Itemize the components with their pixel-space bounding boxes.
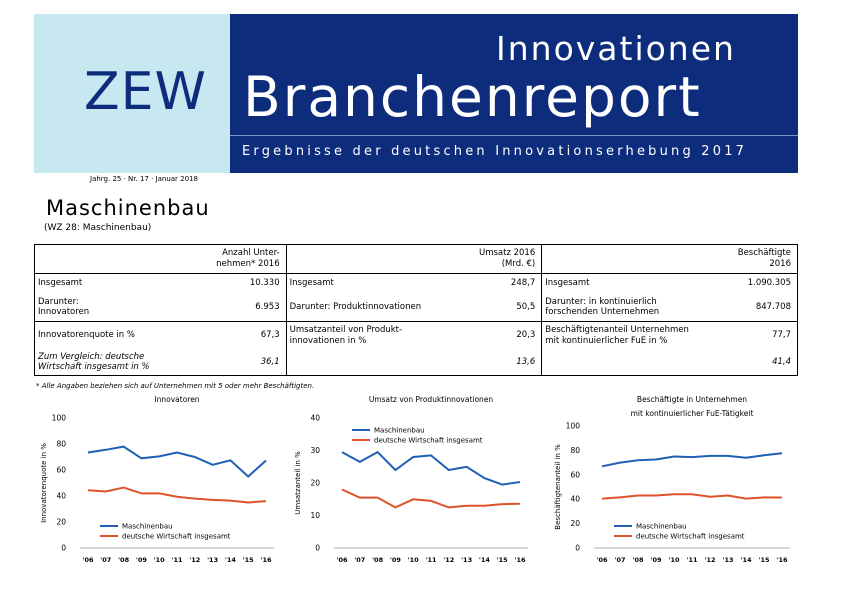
x-tick-label: '07: [354, 556, 365, 564]
x-tick-label: '12: [189, 556, 200, 564]
legend-label: deutsche Wirtschaft insgesamt: [122, 533, 231, 541]
issue-info: Jahrg. 25 · Nr. 17 · Januar 2018: [90, 175, 198, 183]
col-header-employees: Beschäftigte: [737, 248, 791, 259]
x-tick-label: '15: [758, 556, 770, 564]
x-tick-label: '11: [171, 556, 183, 564]
y-tick-label: 20: [56, 518, 66, 527]
legend-label: deutsche Wirtschaft insgesamt: [374, 437, 483, 445]
legend-label: Maschinenbau: [374, 427, 425, 435]
x-tick-label: '10: [154, 556, 166, 564]
legend-label: Maschinenbau: [122, 523, 173, 531]
series-line-maschinenbau: [601, 452, 783, 468]
page-subtitle: (WZ 28: Maschinenbau): [44, 223, 152, 233]
x-tick-label: '11: [686, 556, 698, 564]
table-row-comparison: Zum Vergleich: deutsche Wirtschaft insges…: [35, 349, 798, 376]
table-header-row: Anzahl Unter-nehmen* 2016 Umsatz 2016 (Mr…: [34, 244, 798, 274]
x-tick-label: '16: [776, 556, 788, 564]
x-tick-label: '16: [260, 556, 272, 564]
x-tick-label: '09: [650, 556, 662, 564]
page-title: Maschinenbau: [46, 196, 210, 220]
y-tick-label: 0: [315, 544, 320, 553]
x-tick-label: '08: [632, 556, 644, 564]
y-axis-label: Innovatorenquote in %: [40, 443, 48, 523]
table-row: Innovatorenquote in % 67,3 Umsatzanteil …: [35, 321, 798, 350]
x-tick-label: '06: [596, 556, 608, 564]
y-tick-label: 40: [570, 495, 580, 504]
y-tick-label: 60: [56, 466, 66, 475]
x-tick-label: '12: [704, 556, 715, 564]
x-tick-label: '10: [408, 556, 420, 564]
col-header-companies: Anzahl Unter-: [222, 248, 280, 259]
y-tick-label: 60: [570, 470, 580, 479]
key-figures-table: Anzahl Unter-nehmen* 2016 Umsatz 2016 (Mr…: [34, 244, 798, 376]
y-tick-label: 80: [56, 440, 66, 449]
x-tick-label: '13: [461, 556, 472, 564]
x-tick-label: '08: [118, 556, 130, 564]
report-series-label: Innovationen: [496, 29, 736, 68]
series-line-gesamt: [601, 493, 783, 500]
report-title: Branchenreport: [243, 65, 702, 129]
x-tick-label: '13: [207, 556, 218, 564]
series-line-gesamt: [341, 488, 521, 509]
y-tick-label: 10: [310, 511, 320, 520]
y-tick-label: 30: [310, 446, 320, 455]
y-tick-label: 0: [61, 544, 66, 553]
footnote: * Alle Angaben beziehen sich auf Unterne…: [36, 382, 315, 390]
x-tick-label: '07: [614, 556, 625, 564]
header-left-panel: [34, 14, 230, 173]
chart-title: Umsatz von Produktinnovationen: [369, 395, 494, 404]
y-tick-label: 20: [310, 479, 320, 488]
x-tick-label: '11: [425, 556, 437, 564]
x-tick-label: '06: [82, 556, 94, 564]
header-divider: [230, 135, 798, 136]
x-tick-label: '10: [668, 556, 680, 564]
col-header-revenue: Umsatz 2016: [478, 248, 536, 259]
y-tick-label: 80: [570, 446, 580, 455]
y-tick-label: 100: [52, 414, 67, 423]
x-tick-label: '13: [722, 556, 733, 564]
y-tick-label: 0: [575, 544, 580, 553]
legend-label: deutsche Wirtschaft insgesamt: [636, 533, 745, 541]
x-tick-label: '09: [136, 556, 148, 564]
chart-umsatz-produktinnovationen: Umsatz von Produktinnovationen 0 10 20 30 40 U…: [294, 395, 528, 564]
table-row: Insgesamt 10.330 Insgesamt 248,7 Insgesa…: [35, 273, 798, 294]
chart-title: Beschäftigte in Unternehmen: [637, 395, 747, 404]
report-subtitle: Ergebnisse der deutschen Innovationserhe…: [242, 144, 748, 159]
x-tick-label: '06: [336, 556, 348, 564]
y-tick-label: 100: [566, 422, 581, 431]
series-line-maschinenbau: [341, 450, 521, 486]
series-line-gesamt: [87, 486, 267, 504]
x-tick-label: '08: [372, 556, 384, 564]
x-tick-label: '14: [225, 556, 237, 564]
x-tick-label: '12: [443, 556, 454, 564]
series-line-maschinenbau: [87, 445, 267, 478]
y-tick-label: 40: [56, 492, 66, 501]
chart-subtitle: mit kontinuierlicher FuE-Tätigkeit: [631, 409, 754, 418]
y-axis-label: Umsatzanteil in %: [294, 451, 302, 515]
y-tick-label: 40: [310, 414, 320, 423]
x-tick-label: '16: [514, 556, 526, 564]
y-axis-label: Beschäftigtenanteil in %: [554, 444, 562, 530]
x-tick-label: '15: [497, 556, 509, 564]
x-tick-label: '07: [100, 556, 111, 564]
y-tick-label: 20: [570, 519, 580, 528]
zew-logo: ZEW: [84, 62, 207, 122]
table-row: Darunter: Innovatoren 6.953 Darunter: Pro…: [34, 293, 798, 322]
x-tick-label: '14: [740, 556, 752, 564]
x-tick-label: '15: [243, 556, 255, 564]
legend-label: Maschinenbau: [636, 523, 687, 531]
x-tick-label: '09: [390, 556, 402, 564]
header-right-panel: [230, 14, 798, 173]
chart-innovatoren: Innovatoren 0 20 40 60 80 100 Innovatorenquote …: [40, 395, 274, 564]
chart-title: Innovatoren: [154, 395, 199, 404]
x-tick-label: '14: [479, 556, 491, 564]
chart-beschaeftigte-fue: Beschäftigte in Unternehmen mit kontinuie…: [554, 395, 790, 564]
